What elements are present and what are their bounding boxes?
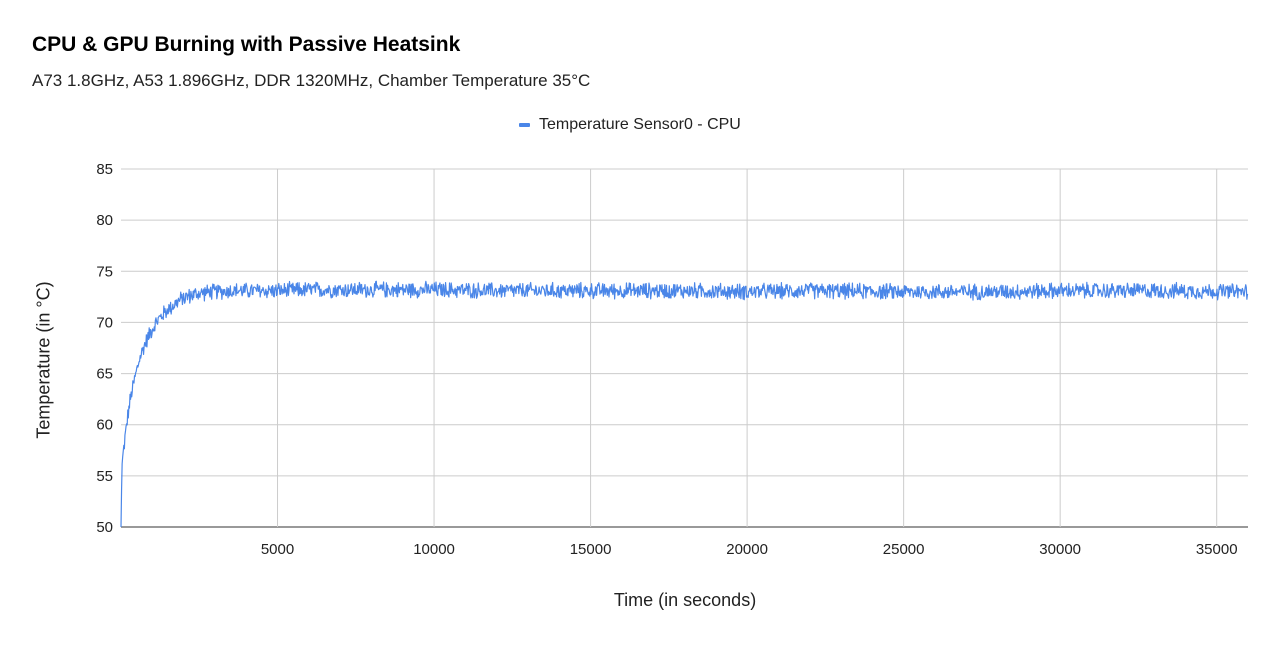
chart-subtitle: A73 1.8GHz, A53 1.896GHz, DDR 1320MHz, C… xyxy=(32,71,591,90)
y-tick-label: 70 xyxy=(96,314,113,331)
legend-label: Temperature Sensor0 - CPU xyxy=(539,116,741,133)
grid xyxy=(121,168,1248,528)
y-tick-label: 75 xyxy=(96,263,113,280)
x-tick-label: 30000 xyxy=(1039,541,1081,558)
y-tick-label: 85 xyxy=(96,161,113,178)
y-tick-label: 65 xyxy=(96,366,113,383)
x-tick-label: 25000 xyxy=(883,541,925,558)
x-tick-label: 35000 xyxy=(1196,541,1238,558)
legend-swatch xyxy=(519,123,530,127)
y-tick-label: 50 xyxy=(96,519,113,536)
x-tick-label: 5000 xyxy=(261,541,294,558)
series-group xyxy=(120,280,1249,528)
x-tick-labels: 5000 10000 15000 20000 25000 30000 35000 xyxy=(261,541,1238,558)
chart-title: CPU & GPU Burning with Passive Heatsink xyxy=(32,33,461,56)
y-tick-labels: 50 55 60 65 70 75 80 85 xyxy=(96,161,113,536)
series-line-cpu-temperature xyxy=(120,280,1249,528)
y-tick-label: 80 xyxy=(96,212,113,229)
x-tick-label: 10000 xyxy=(413,541,455,558)
y-tick-label: 60 xyxy=(96,417,113,434)
x-tick-label: 15000 xyxy=(570,541,612,558)
y-tick-label: 55 xyxy=(96,468,113,485)
x-axis-label: Time (in seconds) xyxy=(613,590,757,610)
legend: Temperature Sensor0 - CPU xyxy=(519,116,741,134)
x-tick-label: 20000 xyxy=(726,541,768,558)
